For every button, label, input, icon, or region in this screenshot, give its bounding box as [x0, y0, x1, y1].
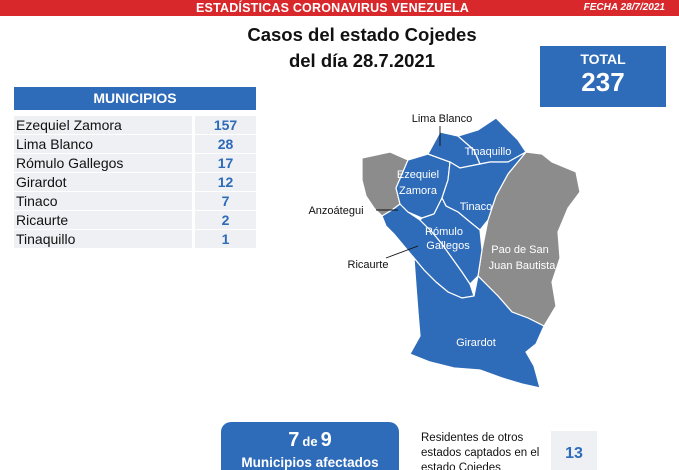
affected-of: de [302, 434, 318, 449]
table-row: Lima Blanco 28 [14, 134, 256, 153]
municipio-count: 7 [195, 191, 256, 210]
municipio-count: 157 [195, 115, 256, 134]
municipios-table: Ezequiel Zamora 157 Lima Blanco 28 Rómul… [14, 115, 256, 248]
municipio-name: Ezequiel Zamora [14, 115, 192, 134]
banner-title: ESTADÍSTICAS CORONAVIRUS VENEZUELA [196, 1, 470, 15]
total-box: TOTAL 237 [540, 46, 666, 107]
label-pao-2: Juan Bautista [489, 260, 557, 272]
municipio-name: Tinaco [14, 191, 192, 210]
label-romulo-gallegos-1: Rómulo [425, 226, 463, 238]
leader-ricaurte [385, 245, 419, 259]
label-anzoategui: Anzoátegui [308, 205, 363, 217]
municipio-name: Ricaurte [14, 210, 192, 229]
label-tinaquillo: Tinaquillo [465, 146, 512, 158]
municipios-header: MUNICIPIOS [14, 87, 256, 110]
label-pao-1: Pao de San [491, 244, 549, 256]
affected-label: Municipios afectados [241, 455, 379, 470]
affected-fraction: 7 de 9 [221, 429, 399, 453]
page-title: Casos del estado Cojedes del día 28.7.20… [200, 22, 524, 74]
municipio-name: Girardot [14, 172, 192, 191]
label-lima-blanco: Lima Blanco [412, 113, 473, 125]
affected-count: 7 [288, 429, 300, 451]
label-girardot: Girardot [456, 337, 496, 349]
label-ezequiel-zamora-1: Ezequiel [397, 169, 439, 181]
total-label: TOTAL [580, 51, 626, 67]
total-value: 237 [581, 67, 625, 97]
affected-municipalities-box: 7 de 9 Municipios afectados [221, 422, 399, 470]
table-row: Tinaquillo 1 [14, 229, 256, 248]
residents-text: Residentes de otros estados captados en … [421, 432, 540, 470]
municipio-name: Rómulo Gallegos [14, 153, 192, 172]
municipio-count: 2 [195, 210, 256, 229]
municipio-count: 12 [195, 172, 256, 191]
table-row: Tinaco 7 [14, 191, 256, 210]
table-row: Rómulo Gallegos 17 [14, 153, 256, 172]
label-romulo-gallegos-2: Gallegos [426, 240, 470, 252]
label-ricaurte: Ricaurte [348, 259, 389, 271]
region-girardot [409, 256, 545, 389]
municipio-count: 1 [195, 229, 256, 248]
cojedes-map: Lima Blanco Tinaquillo Ezequiel Zamora T… [308, 113, 581, 389]
residents-count: 13 [551, 431, 597, 470]
region-romulo-gallegos [419, 196, 483, 285]
table-row: Ricaurte 2 [14, 210, 256, 229]
municipio-name: Lima Blanco [14, 134, 192, 153]
municipio-count: 17 [195, 153, 256, 172]
title-line-1: Casos del estado Cojedes [247, 24, 477, 45]
municipio-name: Tinaquillo [14, 229, 192, 248]
municipio-count: 28 [195, 134, 256, 153]
title-line-2: del día 28.7.2021 [288, 50, 436, 71]
table-row: Girardot 12 [14, 172, 256, 191]
label-tinaco: Tinaco [460, 201, 493, 213]
affected-total: 9 [320, 429, 332, 451]
table-row: Ezequiel Zamora 157 [14, 115, 256, 134]
label-ezequiel-zamora-2: Zamora [399, 185, 438, 197]
banner-date: FECHA 28/7/2021 [583, 2, 665, 13]
top-banner [0, 0, 679, 16]
